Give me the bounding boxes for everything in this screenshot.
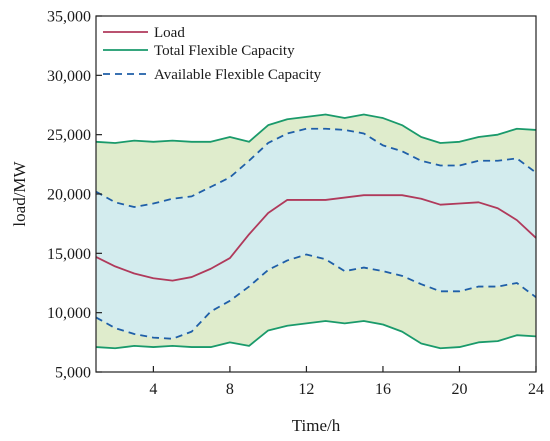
x-tick-label: 16 — [375, 381, 391, 398]
legend: Load Total Flexible Capacity Available F… — [103, 25, 322, 83]
legend-label-available-flexible-capacity: Available Flexible Capacity — [154, 67, 322, 83]
y-tick-label: 20,000 — [47, 187, 91, 204]
y-axis-label: load/MW — [10, 160, 29, 226]
y-tick-label: 5,000 — [55, 365, 91, 382]
total-flexible-capacity-lower-line — [95, 320, 537, 350]
x-tick-label: 8 — [226, 381, 234, 398]
lines-layer — [95, 113, 537, 350]
y-tick-label: 35,000 — [47, 9, 91, 26]
available-flexible-capacity-band — [96, 128, 536, 339]
legend-label-total-flexible-capacity: Total Flexible Capacity — [154, 43, 295, 59]
x-tick-label: 12 — [298, 381, 314, 398]
y-tick-label: 25,000 — [47, 127, 91, 144]
legend-label-load: Load — [154, 25, 185, 41]
x-axis-ticks: 4 8 12 16 20 24 — [149, 366, 544, 398]
x-tick-label: 24 — [528, 381, 544, 398]
x-tick-label: 20 — [451, 381, 467, 398]
total-flexible-capacity-upper-line — [95, 113, 537, 144]
available-flexible-capacity-upper-line — [95, 127, 537, 208]
y-tick-label: 10,000 — [47, 305, 91, 322]
bands-layer — [96, 114, 536, 349]
y-tick-label: 15,000 — [47, 246, 91, 263]
y-axis-ticks: 5,000 10,000 15,000 20,000 25,000 30,000 35,00… — [47, 9, 102, 382]
y-tick-label: 30,000 — [47, 68, 91, 85]
load-line — [95, 194, 537, 282]
x-tick-label: 4 — [149, 381, 157, 398]
available-flexible-capacity-lower-line — [95, 253, 537, 340]
x-axis-label: Time/h — [292, 416, 341, 435]
